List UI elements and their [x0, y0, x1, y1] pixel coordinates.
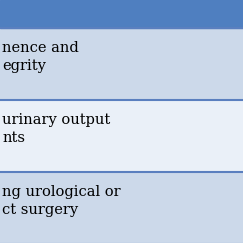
Bar	[0, 172, 243, 243]
Bar	[0, 100, 243, 172]
Bar	[0, 0, 243, 28]
Bar	[0, 28, 243, 100]
Text: nence and
egrity: nence and egrity	[2, 41, 79, 73]
Text: urinary output
nts: urinary output nts	[2, 113, 111, 145]
Text: ng urological or
ct surgery: ng urological or ct surgery	[2, 185, 121, 217]
